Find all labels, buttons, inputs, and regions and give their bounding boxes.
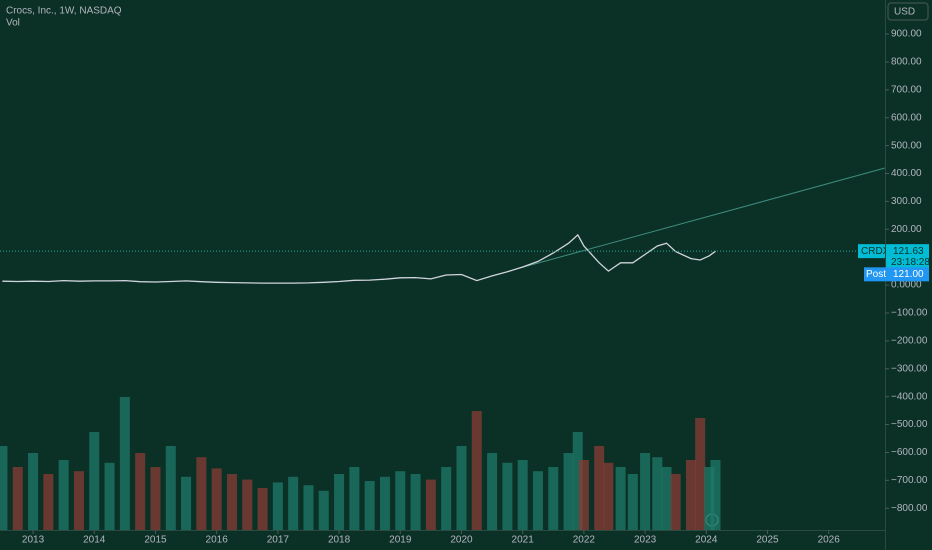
currency-button[interactable] [887, 2, 929, 21]
y-tick-label: 700.00 [891, 84, 922, 95]
volume-bar [548, 467, 559, 530]
y-tick-label: −700.00 [891, 475, 928, 486]
x-tick-label: 2026 [818, 535, 841, 546]
volume-bar [685, 460, 696, 530]
x-tick-label: 2022 [573, 535, 596, 546]
volume-bar [272, 482, 283, 530]
volume-bar [181, 476, 192, 530]
y-tick-label: −600.00 [891, 447, 928, 458]
volume-bar [43, 474, 54, 530]
volume-bar [652, 457, 663, 530]
price-tag: 121.63 [893, 246, 924, 257]
volume-bar [425, 479, 436, 530]
symbol-tag: CRDX [861, 246, 890, 257]
x-tick-label: 2015 [144, 535, 167, 546]
volume-bar [135, 453, 146, 530]
volume-bar [349, 467, 360, 530]
volume-bar [211, 468, 222, 530]
x-tick-label: 2018 [328, 535, 351, 546]
volume-bar [28, 453, 39, 530]
post-value: 121.00 [893, 269, 924, 280]
volume-bar [0, 446, 8, 530]
volume-bar [226, 474, 237, 530]
volume-bar [710, 460, 721, 530]
x-tick-label: 2014 [83, 535, 106, 546]
chart-title: Crocs, Inc., 1W, NASDAQ [6, 6, 122, 17]
volume-bar [242, 479, 253, 530]
x-tick-label: 2017 [267, 535, 290, 546]
volume-bar [395, 471, 406, 530]
volume-bar [603, 462, 614, 530]
volume-bar [410, 474, 421, 530]
x-tick-label: 2024 [695, 535, 718, 546]
y-tick-label: 500.00 [891, 140, 922, 151]
volume-bar [532, 471, 543, 530]
volume-bar [73, 471, 84, 530]
volume-bar [594, 446, 605, 530]
post-tag-bg [864, 267, 929, 282]
volume-bar [502, 462, 513, 530]
volume-bar [661, 467, 672, 530]
volume-bar [615, 467, 626, 530]
y-tick-label: 400.00 [891, 168, 922, 179]
y-tick-label: −400.00 [891, 391, 928, 402]
volume-bar [165, 446, 176, 530]
volume-bar [578, 460, 589, 530]
volume-bar [257, 488, 268, 530]
volume-bar [104, 462, 115, 530]
volume-bar [58, 460, 69, 530]
volume-bar [627, 474, 638, 530]
y-tick-label: −800.00 [891, 503, 928, 514]
x-tick-label: 2019 [389, 535, 412, 546]
y-tick-label: 900.00 [891, 29, 922, 40]
symbol-tag-bg [858, 244, 885, 259]
x-tick-label: 2016 [206, 535, 229, 546]
volume-label: Vol [6, 18, 20, 29]
volume-bar [379, 476, 390, 530]
volume-bar [364, 481, 375, 530]
y-tick-label: 300.00 [891, 196, 922, 207]
volume-bar [334, 474, 345, 530]
volume-bar [441, 467, 452, 530]
volume-bar [471, 411, 482, 530]
volume-bar [695, 418, 706, 530]
volume-bar [517, 460, 528, 530]
volume-bar [563, 453, 574, 530]
volume-bar [456, 446, 467, 530]
volume-bar [487, 453, 498, 530]
x-tick-label: 2021 [512, 535, 535, 546]
volume-bar [303, 485, 314, 530]
x-tick-label: 2020 [450, 535, 473, 546]
volume-bar [704, 467, 715, 530]
x-tick-label: 2025 [756, 535, 779, 546]
trend-line[interactable] [519, 167, 886, 269]
x-tick-label: 2023 [634, 535, 657, 546]
post-name: Post [866, 269, 886, 280]
y-tick-label: −200.00 [891, 336, 928, 347]
y-tick-label: 800.00 [891, 57, 922, 68]
volume-bar [572, 432, 583, 530]
volume-bar [12, 467, 23, 530]
y-tick-label: 600.00 [891, 112, 922, 123]
volume-bar [150, 467, 161, 530]
volume-bar [318, 490, 329, 530]
volume-bar [640, 453, 651, 530]
volume-bar [670, 474, 681, 530]
volume-bar [196, 457, 207, 530]
currency: USD [894, 7, 915, 18]
y-tick-label: 0.0000 [891, 280, 922, 291]
volume-bar [119, 397, 130, 530]
price-tag-bg [886, 244, 929, 269]
y-tick-label: −500.00 [891, 419, 928, 430]
y-tick-label: −300.00 [891, 363, 928, 374]
volume-bar [89, 432, 100, 530]
price-timer: 23:18:28 [891, 257, 930, 268]
y-tick-label: 200.00 [891, 224, 922, 235]
x-tick-label: 2013 [22, 535, 45, 546]
price-line [2, 233, 716, 284]
volume-bar [288, 476, 299, 530]
y-tick-label: −100.00 [891, 308, 928, 319]
